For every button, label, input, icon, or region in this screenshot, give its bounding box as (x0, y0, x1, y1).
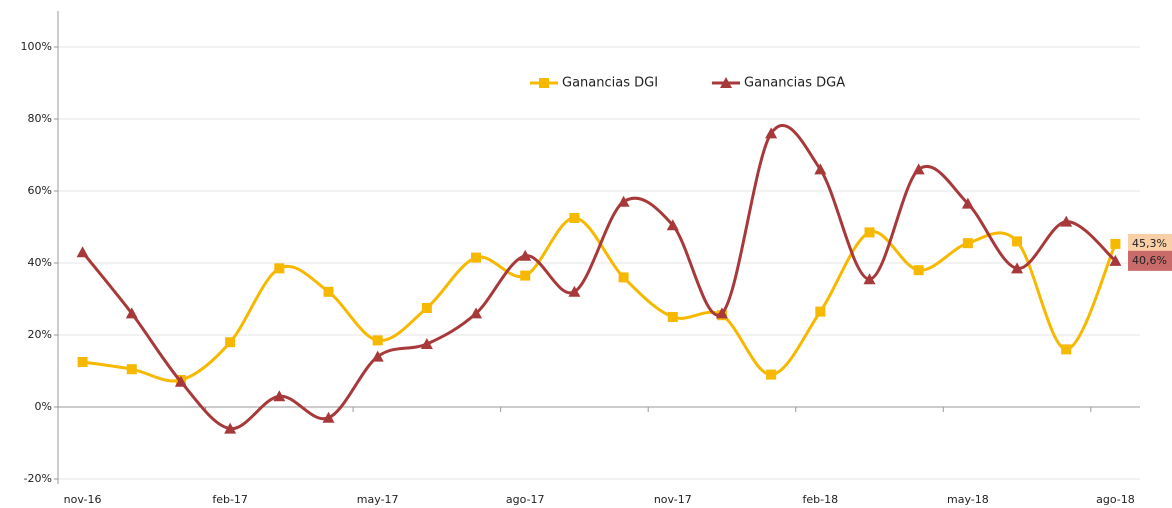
marker (961, 197, 974, 209)
marker (76, 246, 89, 258)
marker (617, 195, 630, 207)
marker (322, 411, 335, 423)
x-tick-label: nov-16 (64, 493, 102, 506)
marker (1011, 262, 1024, 274)
marker (539, 78, 549, 88)
marker (174, 375, 187, 387)
data-label-bg (1128, 250, 1172, 271)
marker (421, 303, 432, 313)
marker (569, 213, 580, 223)
x-tick-label: nov-17 (654, 493, 692, 506)
x-tick-label: may-17 (357, 493, 399, 506)
marker (1109, 254, 1122, 266)
marker (568, 285, 581, 297)
marker (471, 252, 482, 263)
y-tick-label: 60% (28, 184, 52, 197)
marker (470, 307, 483, 319)
x-tick-label: feb-18 (803, 493, 839, 506)
marker (962, 238, 973, 249)
x-tick-label: ago-18 (1096, 493, 1135, 506)
marker (618, 272, 629, 283)
marker (667, 312, 678, 322)
marker (77, 357, 88, 367)
marker (666, 219, 679, 231)
marker (765, 127, 778, 139)
marker (519, 249, 532, 261)
data-label-bg (1128, 233, 1172, 254)
marker (371, 350, 384, 362)
marker (1061, 344, 1072, 355)
series-line (81, 124, 1117, 431)
marker (224, 422, 237, 434)
data-label-text: 45,3% (1132, 237, 1167, 250)
marker (864, 227, 875, 238)
marker (1060, 215, 1073, 227)
x-tick-label: ago-17 (506, 493, 545, 506)
marker (863, 273, 876, 285)
y-tick-label: 40% (28, 256, 52, 269)
data-label-text: 40,6% (1132, 254, 1167, 267)
marker (126, 364, 137, 375)
marker (815, 306, 826, 317)
marker (1012, 236, 1023, 247)
marker (715, 307, 728, 319)
y-tick-label: 20% (28, 328, 52, 341)
marker (814, 163, 827, 175)
data-label: 40,6% (1128, 250, 1172, 271)
marker (913, 265, 924, 276)
legend-label: Ganancias DGI (562, 76, 658, 91)
legend-item: Ganancias DGI (530, 76, 658, 91)
legend-item: Ganancias DGA (712, 76, 845, 91)
marker (323, 286, 334, 297)
marker (125, 307, 138, 319)
marker (912, 163, 925, 175)
series-line (82, 216, 1117, 383)
marker (520, 270, 531, 281)
marker (1110, 238, 1121, 249)
marker (274, 263, 285, 274)
marker (766, 369, 777, 380)
y-tick-label: 100% (21, 40, 52, 53)
marker (273, 390, 286, 402)
legend-label: Ganancias DGA (744, 76, 845, 91)
marker (225, 337, 236, 348)
y-tick-label: 80% (28, 112, 52, 125)
marker (372, 335, 383, 346)
x-tick-label: feb-17 (212, 493, 248, 506)
data-label: 45,3% (1128, 233, 1172, 254)
y-tick-label: -20% (24, 472, 52, 485)
x-tick-label: may-18 (947, 493, 989, 506)
marker (420, 338, 433, 349)
marker (720, 77, 732, 88)
y-tick-label: 0% (35, 400, 52, 413)
